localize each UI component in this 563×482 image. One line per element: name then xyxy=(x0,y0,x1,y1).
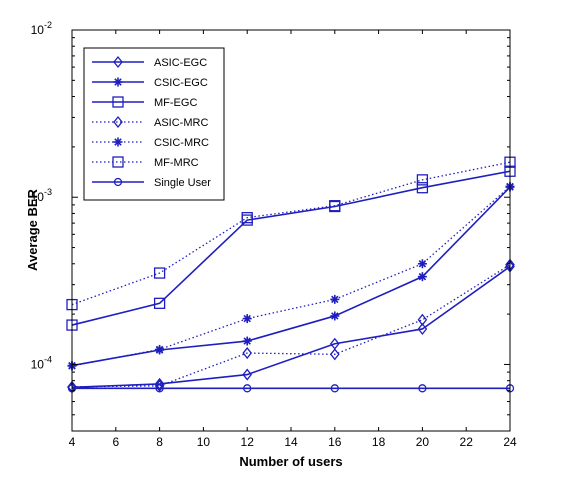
x-axis-title: Number of users xyxy=(239,454,342,469)
x-tick-label: 24 xyxy=(503,435,517,449)
data-point-star xyxy=(417,259,427,269)
data-point-star xyxy=(242,336,252,346)
x-axis: 4 6 8 10 12 14 16 18 20 22 24 xyxy=(69,30,517,449)
legend-entry: MF-MRC xyxy=(92,156,199,169)
series-line xyxy=(71,186,511,367)
legend-entry: ASIC-EGC xyxy=(92,55,207,69)
star-marker-stroke xyxy=(155,345,164,354)
star-marker-stroke xyxy=(418,260,427,268)
data-point-square xyxy=(153,297,166,309)
data-point-diamond xyxy=(242,368,253,381)
legend-entry: Single User xyxy=(92,177,211,189)
y-tick-label: 10-3 xyxy=(31,187,52,204)
legend-marker-square xyxy=(112,156,124,168)
data-point-diamond xyxy=(242,347,253,360)
legend-entry: CSIC-EGC xyxy=(92,77,208,89)
series-line xyxy=(71,161,511,306)
legend-marker-square xyxy=(112,96,124,108)
y-axis-title: Average BER xyxy=(25,188,40,270)
data-point-diamond xyxy=(417,322,428,336)
data-point-square xyxy=(153,267,166,279)
y-tick-label-base: 10 xyxy=(31,23,45,37)
data-point-circle xyxy=(418,384,427,393)
y-tick-label: 10-4 xyxy=(31,354,52,371)
x-tick-label: 4 xyxy=(69,435,76,449)
star-marker-stroke xyxy=(331,312,339,320)
data-point-star xyxy=(242,314,252,324)
legend-box xyxy=(83,47,225,201)
data-point-star xyxy=(330,311,340,321)
legend-entry: ASIC-MRC xyxy=(92,115,208,129)
x-tick-label: 10 xyxy=(197,435,211,449)
legend-marker-diamond xyxy=(113,115,123,129)
legend-entry: CSIC-MRC xyxy=(92,137,209,149)
legend-marker-diamond xyxy=(113,55,123,69)
x-tick-label: 12 xyxy=(241,435,255,449)
data-point-circle xyxy=(243,384,252,393)
data-point-diamond xyxy=(329,348,340,361)
data-point-square xyxy=(416,182,429,194)
y-tick-label-exponent: -4 xyxy=(44,354,52,364)
x-tick-label: 16 xyxy=(328,435,342,449)
star-marker-stroke xyxy=(331,295,339,304)
y-tick-label: 10-2 xyxy=(31,20,52,37)
legend-label: MF-EGC xyxy=(154,97,197,109)
legend-label: MF-MRC xyxy=(154,157,199,169)
legend-label: Single User xyxy=(154,177,211,189)
legend-label: CSIC-MRC xyxy=(154,137,209,149)
series-line xyxy=(71,264,511,388)
series-line xyxy=(71,265,511,389)
legend-label: ASIC-MRC xyxy=(154,117,208,129)
x-tick-label: 8 xyxy=(156,435,163,449)
star-marker-stroke xyxy=(418,272,427,281)
y-tick-label-exponent: -3 xyxy=(44,187,52,197)
legend-label: ASIC-EGC xyxy=(154,57,207,69)
legend-marker-star xyxy=(113,137,123,147)
x-tick-label: 18 xyxy=(372,435,386,449)
data-point-star xyxy=(417,272,427,282)
data-point-star xyxy=(155,344,165,354)
data-point-diamond xyxy=(154,379,165,392)
star-marker-stroke xyxy=(114,78,122,86)
series-line xyxy=(71,170,511,326)
data-point-diamond xyxy=(417,313,428,326)
legend-entry: MF-EGC xyxy=(92,96,197,109)
legend-marker-circle xyxy=(113,177,123,187)
y-axis: 10-410-310-2 xyxy=(31,20,510,432)
x-tick-label: 6 xyxy=(112,435,119,449)
y-tick-label-base: 10 xyxy=(31,190,45,204)
data-point-star xyxy=(330,294,340,304)
legend-label: CSIC-EGC xyxy=(154,77,208,89)
data-point-square xyxy=(329,200,341,212)
data-point-square xyxy=(416,174,429,186)
x-tick-label: 20 xyxy=(416,435,430,449)
data-point-circle xyxy=(155,384,164,393)
star-marker-stroke xyxy=(243,337,251,345)
y-tick-label-exponent: -2 xyxy=(44,20,52,30)
data-point-square xyxy=(241,211,253,224)
legend: ASIC-EGC CSIC-EGC MF-EGC ASIC-MRC CSIC-MRC MF… xyxy=(83,47,225,201)
y-tick-label-base: 10 xyxy=(31,357,45,371)
x-tick-label: 22 xyxy=(460,435,474,449)
x-tick-label: 14 xyxy=(284,435,298,449)
data-point-circle xyxy=(330,384,339,393)
legend-marker-star xyxy=(113,77,123,87)
star-marker-stroke xyxy=(243,314,251,323)
star-marker-stroke xyxy=(114,138,122,146)
